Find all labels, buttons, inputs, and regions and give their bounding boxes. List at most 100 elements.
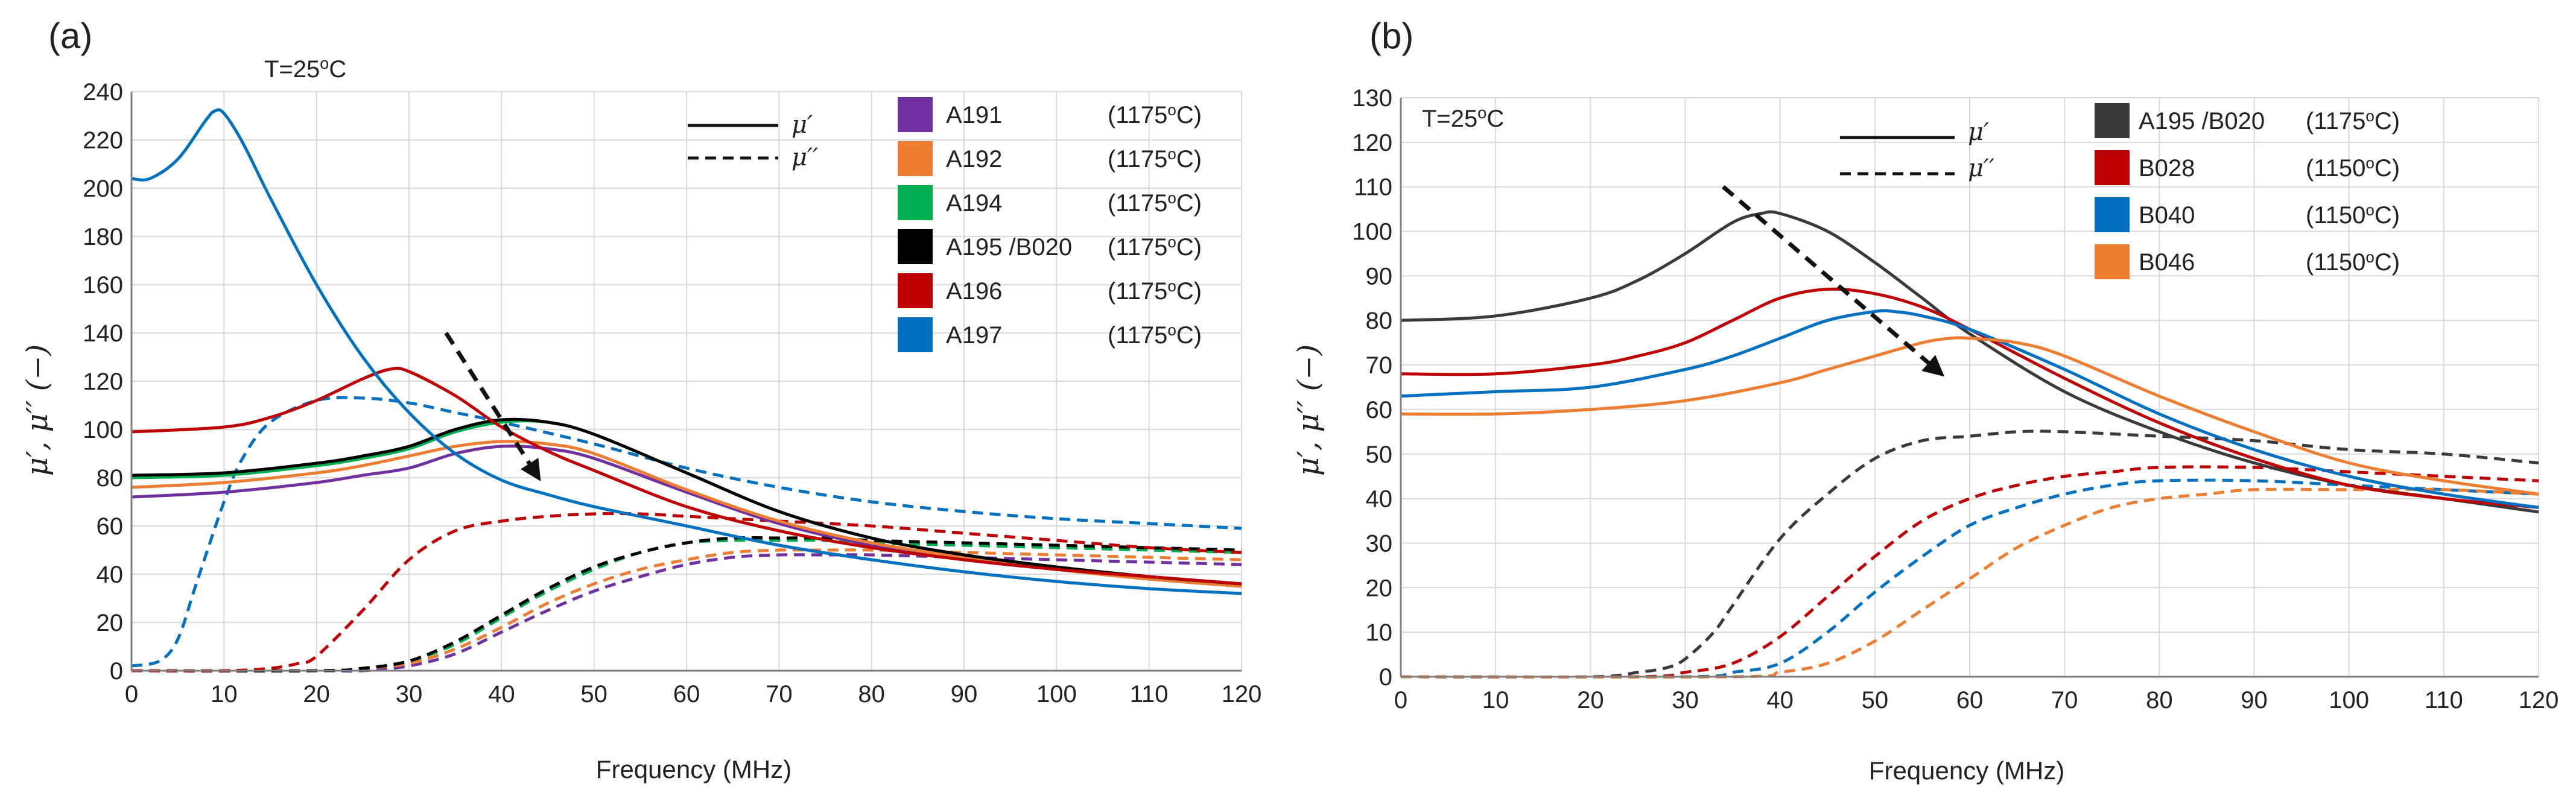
y-axis-label-b: μ′, μ′′ (−) — [1292, 344, 1325, 476]
series-layer-a — [131, 108, 1242, 673]
series-line-a196-mu-real — [131, 366, 1242, 586]
y-tick-label: 80 — [1366, 308, 1393, 334]
legend-temperature: (1175oC) — [1108, 145, 1202, 173]
series-line-a195-b020-mu-real — [131, 417, 1242, 586]
x-axis-label-b: Frequency (MHz) — [1869, 756, 2064, 785]
mu-imag-legend-b: μ′′ — [1968, 154, 1994, 182]
y-tick-label: 90 — [1366, 263, 1393, 290]
legend-temperature: (1150oC) — [2306, 248, 2400, 276]
trend-arrow — [444, 332, 541, 481]
series-legend-a: A191 (1175oC) A192 (1175oC) A194 (1175oC) A195… — [898, 97, 1202, 352]
legend-item-b028: B028 (1150oC) — [2095, 150, 2400, 185]
y-tick-label: 30 — [1366, 530, 1393, 557]
y-tick-label: 10 — [1366, 619, 1393, 646]
x-tick-label: 120 — [1222, 681, 1262, 708]
axes-a: 0 10 20 30 40 50 60 70 80 90 100 110 120 0 20 40 60 80 100… — [83, 79, 1261, 708]
x-tick-label: 80 — [858, 681, 885, 708]
legend-label: A194 — [946, 190, 1002, 217]
legend-swatch — [898, 273, 933, 308]
y-tick-label: 20 — [1366, 575, 1393, 601]
panel-label-b: (b) — [1369, 16, 1413, 56]
legend-item-a197: A197 (1175oC) — [898, 317, 1202, 352]
y-tick-label: 60 — [97, 513, 124, 540]
x-tick-label: 80 — [2146, 687, 2173, 714]
legend-label: A197 — [946, 322, 1002, 349]
x-tick-label: 40 — [488, 681, 515, 708]
legend-label: B040 — [2139, 202, 2195, 229]
legend-label: B028 — [2139, 155, 2195, 182]
x-tick-label: 40 — [1766, 687, 1794, 714]
x-tick-label: 10 — [211, 681, 238, 708]
series-legend-b: A195 /B020 (1175oC) B028 (1150oC) B040 (1150o… — [2095, 103, 2400, 279]
legend-temperature: (1175oC) — [1108, 101, 1202, 128]
y-tick-label: 20 — [97, 610, 124, 636]
x-tick-label: 50 — [580, 681, 608, 708]
x-tick-label: 90 — [951, 681, 978, 708]
x-tick-label: 100 — [2329, 687, 2369, 714]
x-tick-label: 110 — [1130, 681, 1169, 708]
legend-temperature: (1150oC) — [2306, 154, 2400, 182]
legend-swatch — [898, 141, 933, 176]
mu-imag-legend-a: μ′′ — [792, 144, 818, 171]
chart-panel-b: (b) 0 10 20 30 40 50 60 70 80 90 100 110 120 0 10 20 30 4… — [1292, 16, 2559, 785]
legend-swatch — [2095, 150, 2130, 185]
line-style-legend-b: μ′ μ′′ — [1840, 118, 1994, 182]
y-tick-label: 40 — [1366, 486, 1393, 513]
x-tick-label: 0 — [125, 681, 138, 708]
y-tick-label: 0 — [1379, 664, 1392, 691]
y-tick-label: 160 — [83, 272, 123, 299]
temperature-note-b: T=25oC — [1422, 104, 1504, 132]
legend-item-b046: B046 (1150oC) — [2095, 244, 2400, 279]
x-tick-label: 20 — [303, 681, 330, 708]
y-tick-label: 0 — [110, 658, 123, 685]
legend-temperature: (1150oC) — [2306, 201, 2400, 229]
legend-label: A195 /B020 — [946, 234, 1072, 261]
y-tick-label: 120 — [83, 369, 123, 395]
legend-label: A196 — [946, 278, 1002, 305]
x-tick-label: 30 — [396, 681, 423, 708]
series-line-a194-mu-imag — [131, 539, 1242, 673]
y-tick-label: 200 — [83, 176, 123, 202]
legend-label: A192 — [946, 146, 1002, 173]
y-tick-label: 140 — [83, 320, 123, 347]
x-axis-label-a: Frequency (MHz) — [596, 755, 792, 784]
y-tick-label: 50 — [1366, 442, 1393, 468]
legend-swatch — [2095, 103, 2130, 138]
series-line-a195-b020-mu-real — [1400, 210, 2539, 514]
x-tick-label: 30 — [1672, 687, 1699, 714]
x-tick-label: 10 — [1482, 687, 1509, 714]
x-tick-label: 60 — [1956, 687, 1984, 714]
legend-swatch — [898, 97, 933, 132]
y-tick-label: 40 — [97, 562, 124, 588]
series-layer-b — [1400, 185, 2539, 679]
x-tick-label: 110 — [2425, 687, 2463, 714]
y-axis-label-a: μ′, μ′′ (−) — [21, 344, 54, 476]
x-tick-label: 50 — [1862, 687, 1889, 714]
series-line-b046-mu-imag — [1400, 487, 2539, 679]
mu-real-legend-b: μ′ — [1968, 118, 1989, 146]
legend-temperature: (1175oC) — [1108, 277, 1202, 305]
line-style-legend-a: μ′ μ′′ — [688, 111, 818, 171]
series-line-a195-b020-mu-imag — [131, 536, 1242, 673]
series-line-b040-mu-real — [1400, 309, 2539, 509]
y-tick-label: 130 — [1352, 85, 1392, 112]
y-tick-label: 80 — [97, 465, 124, 492]
legend-item-a195-b020: A195 /B020 (1175oC) — [2095, 103, 2400, 138]
legend-item-a196: A196 (1175oC) — [898, 273, 1202, 308]
x-tick-label: 70 — [2051, 687, 2078, 714]
series-line-b028-mu-real — [1400, 287, 2539, 509]
y-tick-label: 60 — [1366, 397, 1393, 423]
legend-item-a192: A192 (1175oC) — [898, 141, 1202, 176]
legend-label: A191 — [946, 102, 1002, 128]
temperature-note-a: T=25oC — [264, 54, 346, 83]
legend-temperature: (1175oC) — [1108, 189, 1202, 217]
x-tick-label: 100 — [1036, 681, 1077, 708]
mu-real-legend-a: μ′ — [792, 111, 813, 139]
x-tick-label: 90 — [2241, 687, 2268, 714]
y-tick-label: 240 — [83, 79, 123, 106]
legend-swatch — [898, 317, 933, 352]
y-tick-label: 120 — [1352, 130, 1392, 156]
x-tick-label: 0 — [1394, 687, 1407, 714]
legend-swatch — [2095, 197, 2130, 232]
